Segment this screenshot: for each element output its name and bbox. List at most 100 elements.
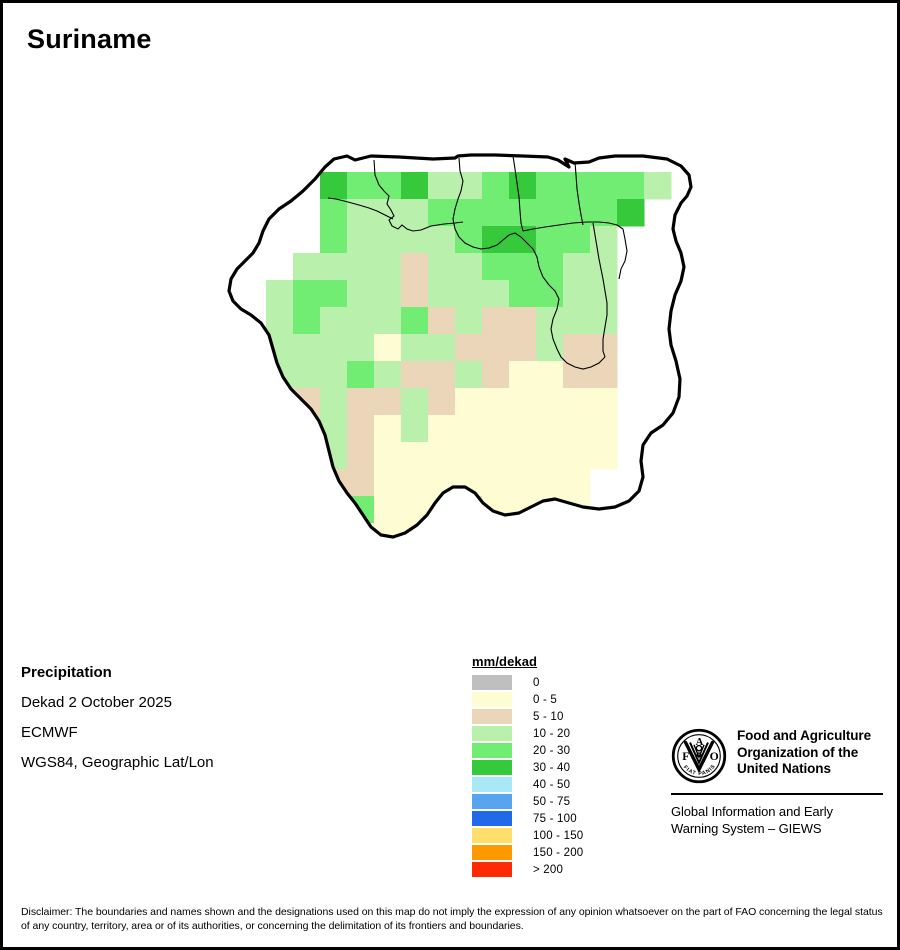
raster-cell [563,469,591,497]
raster-cell [509,199,537,227]
raster-cell [563,307,591,335]
fao-divider [671,793,883,795]
raster-cell [374,415,402,443]
legend-swatch [472,811,512,826]
raster-cell [455,307,483,335]
meta-projection: WGS84, Geographic Lat/Lon [21,754,214,771]
raster-cell [509,172,537,200]
raster-cell [266,415,294,443]
map-metadata: Precipitation Dekad 2 October 2025 ECMWF… [21,658,351,778]
legend-swatch [472,675,512,690]
raster-cell [401,253,429,281]
legend-row: 30 - 40 [472,759,632,776]
legend-label: 50 - 75 [533,795,571,808]
raster-cell [428,253,456,281]
raster-cell [374,334,402,362]
raster-cell [320,172,348,200]
raster-cell [536,199,564,227]
raster-cell [293,253,321,281]
raster-cell [347,172,375,200]
raster-cell [401,550,429,578]
raster-cell [374,388,402,416]
legend-swatch [472,845,512,860]
district-boundary-lines [327,155,628,370]
raster-cell [266,307,294,335]
legend-row: 150 - 200 [472,844,632,861]
country-outline [227,153,693,539]
raster-cell [347,199,375,227]
raster-cell [482,361,510,389]
raster-cell [536,415,564,443]
raster-cell [482,469,510,497]
svg-text:O: O [710,750,719,763]
raster-cell [401,388,429,416]
giews-subtitle: Global Information and Early Warning Sys… [671,803,883,837]
raster-cell [482,496,510,524]
raster-cell [293,388,321,416]
raster-cell [347,550,375,578]
raster-cell [563,361,591,389]
legend-row: 100 - 150 [472,827,632,844]
raster-cell [320,280,348,308]
raster-cell [293,442,321,470]
raster-cell [401,280,429,308]
raster-cell [401,415,429,443]
raster-cell [455,415,483,443]
raster-cell [347,361,375,389]
raster-cell [347,388,375,416]
raster-cell [536,361,564,389]
raster-cell [401,361,429,389]
page-title: Suriname [27,24,152,54]
raster-cell [644,172,672,200]
raster-cell [320,496,348,524]
raster-cell [455,226,483,254]
fao-wheat-logo-icon: F A O FIAT PANIS [671,728,727,784]
raster-cell [536,280,564,308]
legend-swatch [472,794,512,809]
raster-cell [293,469,321,497]
raster-cell [590,415,618,443]
raster-cell [563,388,591,416]
raster-cell [320,388,348,416]
raster-cell [482,253,510,281]
raster-cell [374,469,402,497]
raster-cell [536,388,564,416]
raster-cell [428,388,456,416]
raster-cell [401,442,429,470]
raster-cell [509,253,537,281]
raster-cell [509,334,537,362]
raster-cell [482,280,510,308]
legend-swatch [472,862,512,877]
fao-giews-block: F A O FIAT PANIS Food and Agriculture Or… [671,728,883,837]
raster-cell [455,442,483,470]
raster-cell [374,280,402,308]
legend-row: 75 - 100 [472,810,632,827]
raster-cell [401,334,429,362]
raster-cell [509,415,537,443]
raster-cell [347,442,375,470]
raster-cell [401,172,429,200]
legend-swatch [472,709,512,724]
raster-cell [509,280,537,308]
raster-cell [428,280,456,308]
legend-title: mm/dekad [472,654,538,669]
raster-cell [428,361,456,389]
raster-cell [320,469,348,497]
raster-cell [293,361,321,389]
fao-name-line-2: Organization of the [737,744,859,760]
svg-text:A: A [696,737,704,748]
raster-cell [482,334,510,362]
legend-label: 20 - 30 [533,744,571,757]
raster-cell [536,469,564,497]
raster-cell [563,280,591,308]
disclaimer-text: Disclaimer: The boundaries and names sho… [21,906,883,932]
raster-cell [455,523,483,537]
raster-cell [509,307,537,335]
raster-cell [428,334,456,362]
legend-swatch [472,692,512,707]
raster-cell [374,226,402,254]
precipitation-raster-layer [239,172,672,578]
raster-cell [374,253,402,281]
raster-cell [401,469,429,497]
raster-cell [428,199,456,227]
